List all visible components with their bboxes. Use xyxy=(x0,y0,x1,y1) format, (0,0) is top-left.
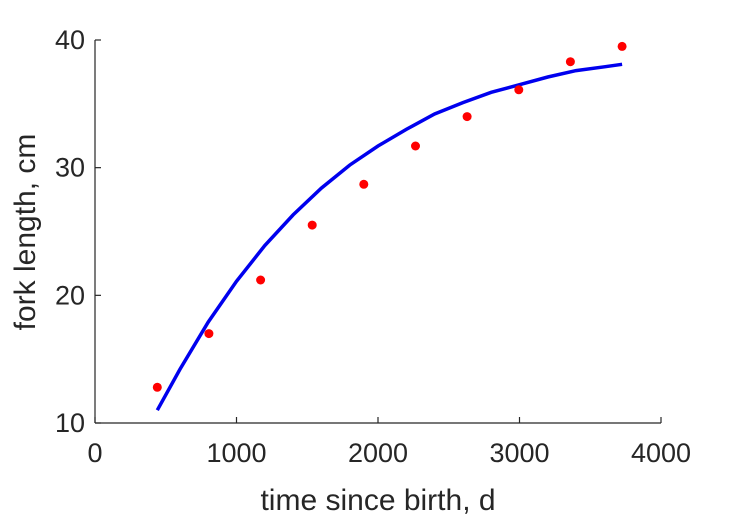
x-ticks: 0 1000 2000 3000 4000 xyxy=(87,417,691,468)
data-point xyxy=(256,275,266,285)
data-point xyxy=(617,41,627,51)
x-tick-label: 2000 xyxy=(348,438,408,468)
x-tick-label: 1000 xyxy=(206,438,266,468)
axes xyxy=(94,40,661,424)
plot-marks xyxy=(152,41,627,412)
x-tick-label: 3000 xyxy=(489,438,549,468)
data-point xyxy=(204,329,214,339)
x-tick-label: 4000 xyxy=(631,438,691,468)
y-axis-label: fork length, cm xyxy=(9,134,42,331)
x-axis-label: time since birth, d xyxy=(260,484,495,517)
y-tick-label: 30 xyxy=(55,153,85,183)
y-tick-label: 10 xyxy=(55,408,85,438)
data-point xyxy=(462,112,472,122)
data-point xyxy=(152,382,162,392)
x-tick-label: 0 xyxy=(87,438,102,468)
y-ticks: 10 20 30 40 xyxy=(55,25,101,438)
data-point xyxy=(565,57,575,67)
data-point xyxy=(359,179,369,189)
data-point xyxy=(514,85,524,95)
y-tick-label: 20 xyxy=(55,280,85,310)
fit-curve xyxy=(155,62,623,412)
data-point xyxy=(307,220,317,230)
data-point xyxy=(411,141,420,151)
y-tick-label: 40 xyxy=(55,25,85,55)
